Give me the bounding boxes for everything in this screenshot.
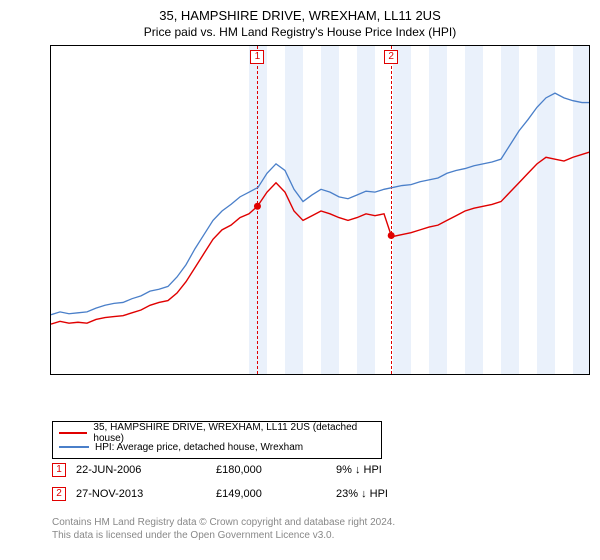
sale-delta: 9% ↓ HPI: [336, 464, 456, 476]
sale-price: £180,000: [216, 464, 336, 476]
sale-date: 27-NOV-2013: [76, 488, 216, 500]
attribution-line1: Contains HM Land Registry data © Crown c…: [52, 516, 395, 529]
chart-subtitle: Price paid vs. HM Land Registry's House …: [0, 23, 600, 45]
chart-plot-area: £0£50K£100K£150K£200K£250K£300K£350K1995…: [50, 45, 590, 375]
attribution: Contains HM Land Registry data © Crown c…: [52, 516, 395, 542]
attribution-line2: This data is licensed under the Open Gov…: [52, 529, 395, 542]
legend-item: 35, HAMPSHIRE DRIVE, WREXHAM, LL11 2US (…: [59, 426, 375, 440]
chart-title: 35, HAMPSHIRE DRIVE, WREXHAM, LL11 2US: [0, 0, 600, 23]
legend: 35, HAMPSHIRE DRIVE, WREXHAM, LL11 2US (…: [52, 421, 382, 459]
sale-date: 22-JUN-2006: [76, 464, 216, 476]
sale-delta: 23% ↓ HPI: [336, 488, 456, 500]
sale-row: 1 22-JUN-2006£180,0009% ↓ HPI: [52, 463, 456, 477]
sale-marker-badge: 2: [52, 487, 66, 501]
sale-price: £149,000: [216, 488, 336, 500]
sale-row: 2 27-NOV-2013£149,00023% ↓ HPI: [52, 487, 456, 501]
sale-marker-badge: 1: [52, 463, 66, 477]
